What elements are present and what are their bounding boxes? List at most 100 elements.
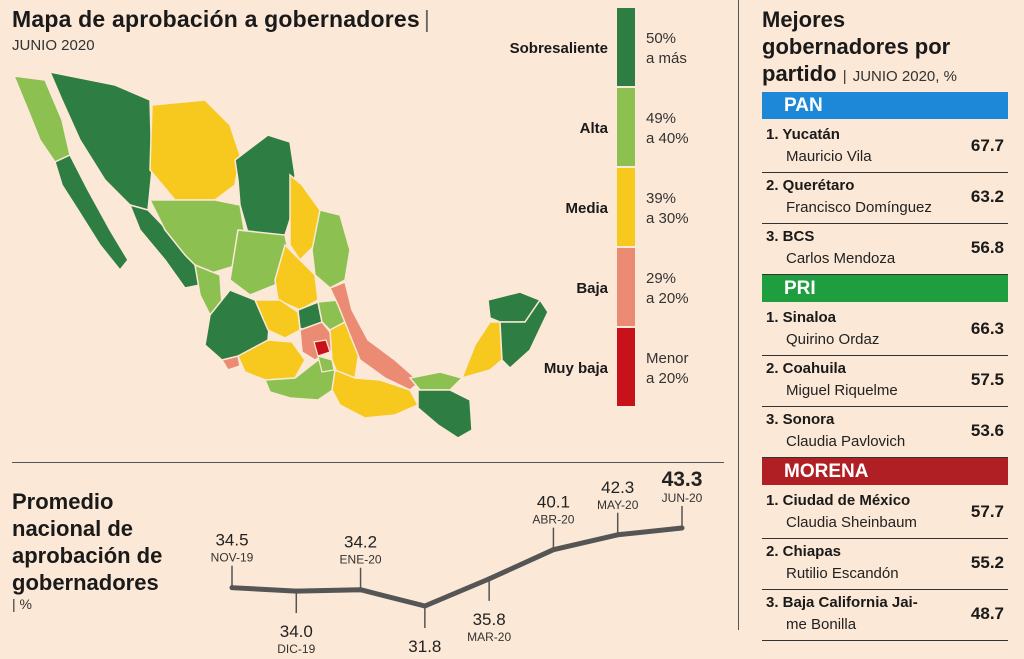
state-coahuila: [234, 134, 296, 241]
trend-unit: | %: [12, 596, 32, 612]
x-tick-label: NOV-19: [211, 551, 254, 565]
legend-label-alta: Alta: [579, 120, 608, 137]
value-label: 34.5: [215, 531, 248, 550]
entry-value: 63.2: [970, 187, 1004, 206]
ranking-title: Mejores gobernadores por partido | JUNIO…: [762, 7, 957, 86]
state-chihuahua: [149, 99, 241, 201]
value-label: 31.8: [408, 637, 441, 655]
entry-governor: Rutilio Escandón: [786, 565, 899, 582]
party-header: PRI: [762, 275, 1008, 302]
state-oaxaca: [331, 368, 420, 419]
ranking-entry: 1. Sinaloa Quirino Ordaz 66.3: [762, 305, 1008, 356]
legend-label-sobresaliente: Sobresaliente: [509, 40, 608, 57]
entry-state: 1. Ciudad de México: [766, 492, 911, 509]
entry-value: 48.7: [970, 604, 1004, 623]
value-label: 42.3: [601, 478, 634, 497]
entry-state: 3. Sonora: [766, 411, 835, 428]
mexico-map: [12, 70, 549, 439]
entry-governor: me Bonilla: [786, 616, 857, 633]
map-title: Mapa de aprobación a gobernadores |: [12, 6, 431, 32]
data-point: [293, 588, 299, 594]
entry-governor: Francisco Domínguez: [786, 199, 932, 216]
party-header: PAN: [762, 92, 1008, 119]
ranking-entry: 1. Yucatán Mauricio Vila 67.7: [762, 122, 1008, 173]
value-label: 40.1: [537, 493, 570, 512]
value-label: 43.3: [662, 470, 703, 491]
x-tick-label: ABR-20: [532, 513, 574, 527]
ranking-subtitle: JUNIO 2020, %: [852, 68, 957, 85]
entry-state: 2. Querétaro: [766, 177, 855, 194]
entry-state: 2. Coahuila: [766, 360, 847, 377]
entry-value: 55.2: [970, 553, 1004, 572]
value-label: 35.8: [473, 610, 506, 629]
entry-governor: Quirino Ordaz: [786, 331, 880, 348]
state-tabasco: [408, 371, 464, 391]
ranking-entry: 1. Ciudad de México Claudia Sheinbaum 57.7: [762, 488, 1008, 539]
data-point: [422, 603, 428, 609]
legend-swatch-muy-baja: [617, 328, 635, 406]
data-point: [229, 585, 235, 591]
data-point: [486, 576, 492, 582]
state-quintana-roo: [499, 298, 549, 370]
x-tick-label: DIC-19: [277, 642, 315, 655]
value-label: 34.2: [344, 533, 377, 552]
state-cdmx: [313, 339, 331, 357]
vertical-divider: [738, 0, 739, 630]
ranking-entry: 2. Querétaro Francisco Domínguez 63.2: [762, 173, 1008, 224]
entry-governor: Claudia Sheinbaum: [786, 514, 917, 531]
x-tick-label: MAR-20: [467, 630, 511, 644]
entry-value: 57.7: [970, 502, 1004, 521]
value-label: 34.0: [280, 622, 313, 641]
trend-title: Promedio nacional de aprobación de gober…: [12, 489, 163, 595]
legend-range-alta: 49% a 40%: [646, 110, 689, 147]
x-tick-label: JUN-20: [662, 491, 703, 505]
legend-swatch-sobresaliente: [617, 8, 635, 86]
map-subtitle: JUNIO 2020: [12, 37, 95, 54]
entry-value: 53.6: [970, 421, 1004, 440]
entry-value: 67.7: [970, 136, 1004, 155]
legend-swatch-media: [617, 168, 635, 246]
data-point: [615, 532, 621, 538]
entry-state: 2. Chiapas: [766, 543, 842, 560]
legend-range-baja: 29% a 20%: [646, 270, 689, 307]
legend-swatch-baja: [617, 248, 635, 326]
entry-state: 1. Sinaloa: [766, 309, 837, 326]
entry-governor: Miguel Riquelme: [786, 382, 898, 399]
trend-chart: 34.5NOV-1934.0DIC-1934.2ENE-2031.8FEB-20…: [211, 470, 703, 655]
ranking-entry: 3. Baja California Jai-me Bonilla 48.7: [762, 590, 1008, 641]
legend-label-baja: Baja: [576, 280, 608, 297]
entry-value: 66.3: [970, 319, 1004, 338]
state-tamaulipas: [311, 209, 351, 289]
legend-label-muy-baja: Muy baja: [543, 360, 608, 377]
entry-value: 57.5: [970, 370, 1004, 389]
legend-label-media: Media: [565, 200, 608, 217]
party-header: MORENA: [762, 458, 1008, 485]
entry-governor: Claudia Pavlovich: [786, 433, 906, 450]
trend-line: [231, 525, 683, 609]
state-michoacan: [237, 339, 306, 381]
legend-swatch-alta: [617, 88, 635, 166]
legend-range-media: 39% a 30%: [646, 190, 689, 227]
state-bcs: [54, 154, 129, 272]
ranking-entry: 2. Chiapas Rutilio Escandón 55.2: [762, 539, 1008, 590]
x-tick-label: MAY-20: [597, 498, 639, 512]
state-veracruz: [328, 280, 422, 391]
ranking-entry: 2. Coahuila Miguel Riquelme 57.5: [762, 356, 1008, 407]
entry-state: 3. Baja California Jai-: [766, 594, 918, 611]
data-point: [679, 525, 685, 531]
entry-value: 56.8: [970, 238, 1004, 257]
horizontal-divider: [12, 462, 724, 463]
entry-state: 1. Yucatán: [766, 126, 840, 143]
entry-governor: Carlos Mendoza: [786, 250, 896, 267]
state-morelos: [317, 355, 335, 373]
ranking-entry: 3. BCS Carlos Mendoza 56.8: [762, 224, 1008, 275]
ranking-entry: 3. Sonora Claudia Pavlovich 53.6: [762, 407, 1008, 458]
state-colima: [220, 355, 241, 371]
entry-state: 3. BCS: [766, 228, 815, 245]
legend-range-sobresaliente: 50% a más: [646, 30, 687, 67]
state-nuevo-leon: [289, 173, 321, 262]
entry-governor: Mauricio Vila: [786, 148, 872, 165]
state-edomex: [299, 321, 333, 361]
state-chiapas: [417, 389, 473, 439]
data-point: [358, 587, 364, 593]
